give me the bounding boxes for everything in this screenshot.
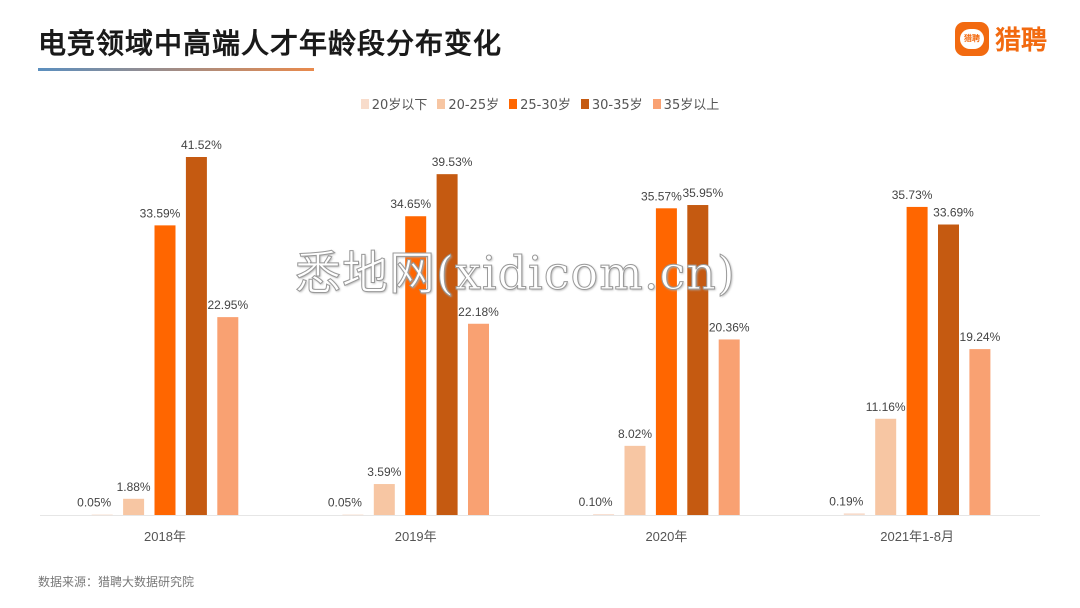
x-tick-label: 2019年 <box>395 529 437 544</box>
data-label: 33.59% <box>140 206 181 220</box>
logo-icon: 猎聘 <box>955 21 989 56</box>
bar <box>185 157 207 515</box>
bar <box>217 317 239 515</box>
logo-text: 猎聘 <box>995 26 1048 56</box>
x-tick-label: 2018年 <box>144 529 186 544</box>
bar <box>123 498 145 515</box>
data-label: 35.73% <box>892 188 933 202</box>
x-tick-label: 2021年1-8月 <box>880 529 954 544</box>
legend-swatch <box>360 98 369 109</box>
logo-inner-text: 猎聘 <box>960 28 984 49</box>
data-label: 22.18% <box>458 305 499 319</box>
bar <box>906 206 928 516</box>
bar <box>718 339 740 515</box>
data-label: 20.36% <box>709 320 750 334</box>
data-label: 35.95% <box>682 186 723 200</box>
x-tick-label: 2020年 <box>645 529 687 544</box>
legend-item: 20岁以下 <box>360 94 428 113</box>
bar <box>969 349 991 515</box>
bar <box>593 514 615 515</box>
legend-item: 20-25岁 <box>437 94 499 113</box>
bar <box>342 514 364 516</box>
data-label: 39.53% <box>432 155 473 169</box>
data-label: 22.95% <box>207 298 248 312</box>
data-label: 33.69% <box>933 206 974 220</box>
data-label: 0.05% <box>77 496 111 510</box>
data-label: 19.24% <box>960 330 1001 344</box>
page-title: 电竞领域中高端人才年龄段分布变化 <box>38 27 503 60</box>
bar <box>373 484 395 515</box>
legend-swatch <box>509 98 518 109</box>
data-label: 0.10% <box>579 495 613 509</box>
data-label: 41.52% <box>181 138 222 152</box>
bar <box>436 174 458 515</box>
data-label: 1.88% <box>117 480 151 494</box>
watermark: 悉地网(xidicom.cn) <box>295 246 736 300</box>
bar <box>624 445 646 515</box>
title-underline <box>38 68 314 71</box>
data-label: 35.57% <box>641 189 682 203</box>
bar <box>655 208 677 516</box>
liepin-logo: 猎聘 猎聘 <box>955 20 1047 57</box>
data-label: 0.05% <box>328 496 362 510</box>
legend-label: 30-35岁 <box>591 98 643 113</box>
bar <box>468 323 489 515</box>
bar <box>687 205 709 515</box>
data-label: 3.59% <box>367 465 401 479</box>
legend-swatch <box>437 98 446 109</box>
legend-label: 35岁以上 <box>663 98 720 113</box>
data-label: 11.16% <box>866 400 906 414</box>
bar <box>875 418 897 515</box>
legend-label: 20-25岁 <box>448 98 500 113</box>
data-label: 8.02% <box>618 427 652 441</box>
chart-legend: 20岁以下 20-25岁 25-30岁 30-35岁 35岁以上 <box>0 94 1080 113</box>
legend-item: 35岁以上 <box>652 94 720 113</box>
legend-item: 25-30岁 <box>509 94 571 113</box>
bar <box>91 514 113 516</box>
legend-label: 25-30岁 <box>520 98 571 113</box>
data-label: 34.65% <box>390 197 431 211</box>
bar <box>154 225 176 515</box>
data-label: 0.19% <box>829 494 863 508</box>
legend-swatch <box>652 98 661 109</box>
legend-label: 20岁以下 <box>371 98 428 113</box>
data-source: 数据来源：猎聘大数据研究院 <box>38 575 195 589</box>
bar <box>405 216 427 516</box>
legend-swatch <box>580 98 589 109</box>
bar <box>938 224 959 515</box>
legend-item: 30-35岁 <box>580 94 643 113</box>
bar <box>843 513 865 515</box>
